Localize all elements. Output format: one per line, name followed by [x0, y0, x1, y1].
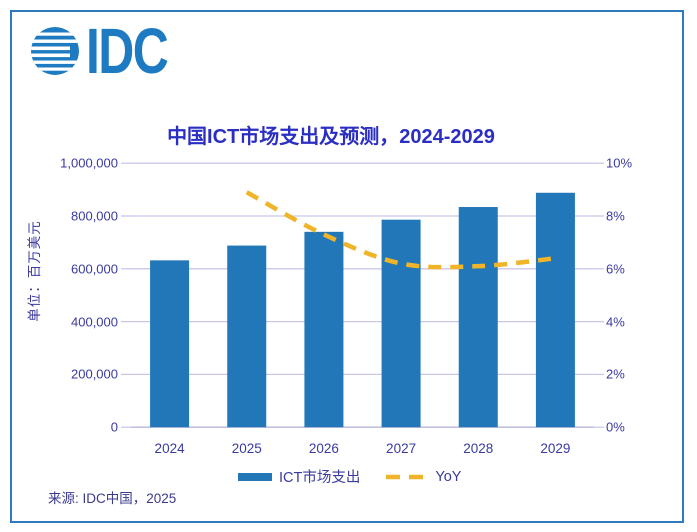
left-axis-title: 单位：百万美元 [27, 220, 42, 322]
chart-legend: ICT市场支出 YoY [238, 466, 461, 487]
right-axis-tick: 0% [606, 419, 625, 435]
source-note: 来源: IDC中国，2025 [48, 491, 177, 506]
x-axis-label-2024: 2024 [154, 441, 185, 456]
idc-logo-text: IDC [86, 15, 169, 87]
dashed-line-swatch-icon [386, 474, 429, 479]
right-axis-tick: 8% [606, 208, 625, 224]
idc-logo: IDC [30, 15, 190, 87]
x-axis-label-2027: 2027 [386, 441, 417, 456]
legend-label-yoy: YoY [435, 468, 462, 485]
legend-item-bar: ICT市场支出 [238, 466, 360, 487]
idc-globe-icon [31, 27, 79, 75]
legend-item-line: YoY [386, 469, 461, 485]
left-axis-tick: 800,000 [71, 208, 118, 224]
right-axis-tick: 4% [606, 314, 625, 330]
left-axis-tick: 200,000 [71, 366, 118, 382]
chart-title: 中国ICT市场支出及预测，2024-2029 [167, 126, 495, 148]
left-axis-tick: 1,000,000 [60, 155, 118, 171]
x-axis-label-2028: 2028 [463, 441, 494, 456]
right-axis-tick: 10% [606, 155, 633, 171]
legend-label-bar: ICT市场支出 [279, 470, 361, 486]
bar-series-swatch-icon [238, 472, 272, 481]
right-axis-tick: 6% [606, 261, 625, 277]
right-axis-tick: 2% [606, 366, 625, 382]
left-axis-tick: 0 [110, 419, 118, 435]
x-axis-label-2025: 2025 [231, 441, 262, 456]
left-axis-tick: 400,000 [71, 314, 118, 330]
x-axis-label-2029: 2029 [540, 441, 571, 456]
x-axis-label-2026: 2026 [308, 441, 339, 456]
left-axis-tick: 600,000 [71, 261, 118, 277]
